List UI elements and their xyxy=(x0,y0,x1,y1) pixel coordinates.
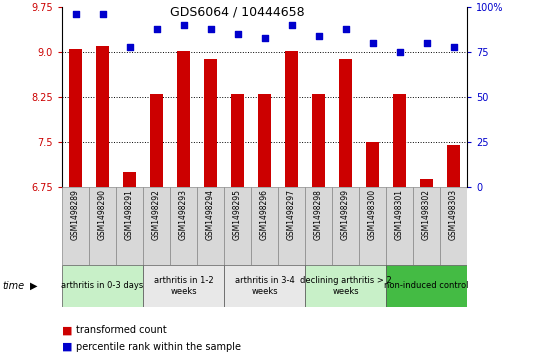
Text: time: time xyxy=(3,281,25,291)
Bar xyxy=(413,187,440,265)
Point xyxy=(71,12,80,17)
Point xyxy=(449,44,458,50)
Text: GSM1498294: GSM1498294 xyxy=(206,189,215,240)
Bar xyxy=(89,187,116,265)
Point xyxy=(125,44,134,50)
Bar xyxy=(420,179,434,187)
Text: non-induced control: non-induced control xyxy=(384,281,469,290)
Text: GSM1498292: GSM1498292 xyxy=(152,189,161,240)
Bar xyxy=(447,145,460,187)
Bar xyxy=(197,187,224,265)
Point xyxy=(341,26,350,32)
Text: GSM1498299: GSM1498299 xyxy=(341,189,350,240)
Bar xyxy=(440,187,467,265)
Text: declining arthritis > 2
weeks: declining arthritis > 2 weeks xyxy=(300,276,392,295)
Bar xyxy=(312,94,325,187)
Text: transformed count: transformed count xyxy=(76,325,166,335)
Text: GSM1498295: GSM1498295 xyxy=(233,189,242,240)
Text: ■: ■ xyxy=(62,342,72,352)
Bar xyxy=(170,187,197,265)
Bar xyxy=(177,51,190,187)
Bar xyxy=(359,187,386,265)
Text: GSM1498290: GSM1498290 xyxy=(98,189,107,240)
Bar xyxy=(386,187,413,265)
Text: arthritis in 0-3 days: arthritis in 0-3 days xyxy=(62,281,144,290)
Text: arthritis in 1-2
weeks: arthritis in 1-2 weeks xyxy=(154,276,213,295)
Bar xyxy=(69,49,82,187)
Bar xyxy=(224,265,305,307)
Bar xyxy=(386,265,467,307)
Bar xyxy=(123,172,136,187)
Point xyxy=(395,49,404,55)
Bar xyxy=(143,265,224,307)
Text: GSM1498297: GSM1498297 xyxy=(287,189,296,240)
Bar xyxy=(285,51,299,187)
Bar xyxy=(62,187,89,265)
Bar xyxy=(278,187,305,265)
Text: GSM1498302: GSM1498302 xyxy=(422,189,431,240)
Bar xyxy=(204,60,217,187)
Text: GSM1498298: GSM1498298 xyxy=(314,189,323,240)
Bar xyxy=(305,187,332,265)
Text: GSM1498291: GSM1498291 xyxy=(125,189,134,240)
Bar xyxy=(258,94,272,187)
Text: GSM1498303: GSM1498303 xyxy=(449,189,458,240)
Point xyxy=(179,23,188,28)
Text: GSM1498293: GSM1498293 xyxy=(179,189,188,240)
Bar xyxy=(224,187,251,265)
Point xyxy=(98,12,107,17)
Text: GSM1498289: GSM1498289 xyxy=(71,189,80,240)
Bar xyxy=(251,187,278,265)
Bar xyxy=(305,265,386,307)
Bar xyxy=(231,94,244,187)
Point xyxy=(260,35,269,41)
Point xyxy=(152,26,161,32)
Bar xyxy=(143,187,170,265)
Bar xyxy=(116,187,143,265)
Point xyxy=(314,33,323,39)
Text: arthritis in 3-4
weeks: arthritis in 3-4 weeks xyxy=(235,276,294,295)
Bar xyxy=(366,142,380,187)
Bar xyxy=(339,60,353,187)
Bar xyxy=(150,94,163,187)
Point xyxy=(206,26,215,32)
Bar xyxy=(96,46,109,187)
Bar xyxy=(332,187,359,265)
Bar xyxy=(62,265,143,307)
Text: GSM1498300: GSM1498300 xyxy=(368,189,377,240)
Text: GDS6064 / 10444658: GDS6064 / 10444658 xyxy=(170,5,305,19)
Text: ■: ■ xyxy=(62,325,72,335)
Point xyxy=(422,40,431,46)
Point xyxy=(287,23,296,28)
Text: ▶: ▶ xyxy=(30,281,37,291)
Point xyxy=(368,40,377,46)
Bar xyxy=(393,94,407,187)
Text: GSM1498296: GSM1498296 xyxy=(260,189,269,240)
Text: percentile rank within the sample: percentile rank within the sample xyxy=(76,342,241,352)
Text: GSM1498301: GSM1498301 xyxy=(395,189,404,240)
Point xyxy=(233,31,242,37)
